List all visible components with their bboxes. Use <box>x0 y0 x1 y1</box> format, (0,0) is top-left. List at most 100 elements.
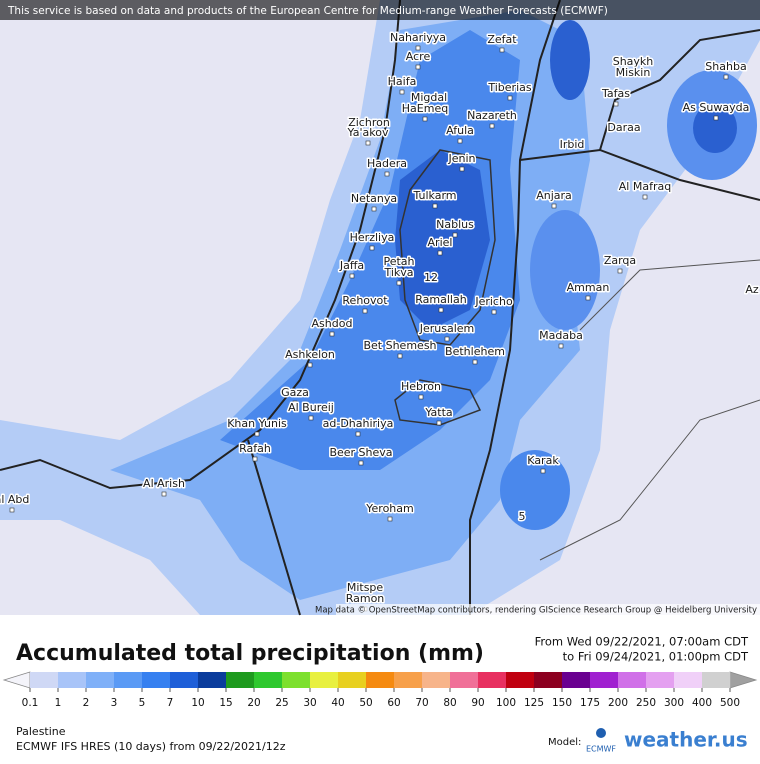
place-label: Gaza <box>281 386 309 399</box>
place-dot <box>558 343 564 349</box>
place-label: Ashkelon <box>285 348 335 361</box>
place-label: Zefat <box>487 33 517 46</box>
place-dot <box>551 203 557 209</box>
place-dot <box>630 69 636 75</box>
scale-label: 3 <box>111 697 118 709</box>
place-label: ad-Dhahiriya <box>323 417 394 430</box>
place-label: Al Arish <box>143 477 185 490</box>
period-from: From Wed 09/22/2021, 07:00am CDT <box>535 635 749 649</box>
scale-swatch <box>86 672 115 688</box>
place-label: al Abd <box>0 493 29 506</box>
scale-swatch <box>226 672 255 688</box>
scale-swatch <box>562 672 591 688</box>
place-dot <box>459 166 465 172</box>
place-label: Jenin <box>447 152 475 165</box>
scale-label: 1 <box>55 697 62 709</box>
place-dot <box>254 431 260 437</box>
border <box>247 439 301 616</box>
place-dot <box>355 431 361 437</box>
precip-blob <box>530 210 600 330</box>
place-label: Bethlehem <box>445 345 505 358</box>
scale-swatch <box>450 672 479 688</box>
place-label: Khan Yunis <box>227 417 287 430</box>
place-label: Jericho <box>474 295 513 308</box>
place-dot <box>507 95 513 101</box>
place-label: 5 <box>519 510 526 523</box>
scale-label: 15 <box>219 697 232 709</box>
place-label: Al Bureij <box>288 401 334 414</box>
place-dot <box>161 491 167 497</box>
border <box>399 149 496 346</box>
place-label: Ariel <box>428 236 453 249</box>
scale-label: 200 <box>608 697 628 709</box>
place-label: Yeroham <box>365 502 413 515</box>
place-label: Hebron <box>401 380 441 393</box>
model-logo: ECMWF <box>586 745 616 754</box>
place-label: As Suwayda <box>683 101 750 114</box>
place-dot <box>415 45 421 51</box>
place-dot <box>723 74 729 80</box>
place-dot <box>371 206 377 212</box>
place-label: Tafas <box>601 87 630 100</box>
place-dot <box>437 250 443 256</box>
scale-label: 250 <box>636 697 656 709</box>
place-dot <box>472 359 478 365</box>
place-label: Madaba <box>539 329 583 342</box>
place-dot <box>292 400 298 406</box>
place-label: Irbid <box>560 138 585 151</box>
place-dot <box>438 307 444 313</box>
scale-label: 400 <box>692 697 712 709</box>
legend-title: Accumulated total precipitation (mm) <box>16 641 484 666</box>
place-dot <box>252 456 258 462</box>
place-label: Tulkarm <box>412 189 456 202</box>
border <box>519 148 760 201</box>
scale-label: 25 <box>275 697 288 709</box>
notice: This service is based on data and produc… <box>7 5 608 17</box>
scale-swatch <box>30 672 59 688</box>
scale-label: 300 <box>664 697 684 709</box>
precip-blob <box>693 103 737 153</box>
place-label: Ya'akov <box>347 126 389 139</box>
scale-swatch <box>114 672 143 688</box>
scale-label: 30 <box>303 697 316 709</box>
notice-bar <box>0 0 760 20</box>
place-label: Az <box>745 283 759 296</box>
place-dot <box>329 331 335 337</box>
place-label: Jerusalem <box>419 322 475 335</box>
scale-swatch <box>366 672 395 688</box>
place-label: HaEmeq <box>402 102 448 115</box>
place-dot <box>585 295 591 301</box>
place-label: Miskin <box>616 66 651 79</box>
scale-label: 60 <box>387 697 400 709</box>
place-label: Zichron <box>348 116 390 129</box>
place-label: Nahariyya <box>390 31 446 44</box>
place-dot <box>308 415 314 421</box>
scale-swatch <box>618 672 647 688</box>
place-label: Jaffa <box>339 259 364 272</box>
model-label: Model: <box>548 737 581 748</box>
place-dot <box>384 171 390 177</box>
place-dot <box>9 507 15 513</box>
scale-swatch <box>590 672 619 688</box>
place-dot <box>349 273 355 279</box>
place-label: Karak <box>527 454 559 467</box>
place-dot <box>436 420 442 426</box>
scale-swatch <box>198 672 227 688</box>
scale-label: 50 <box>359 697 372 709</box>
place-label: Ashdod <box>312 317 353 330</box>
place-label: 12 <box>424 271 438 284</box>
scale-label: 20 <box>247 697 260 709</box>
place-label: Nablus <box>436 218 474 231</box>
color-scale: 0.1 1 2 3 5 7 10 15 20 25 30 40 50 60 70 80 90 100 125 150 1… <box>2 671 758 709</box>
scale-label: 90 <box>471 697 484 709</box>
place-label: Tiberias <box>487 81 532 94</box>
scale-swatch <box>702 672 731 688</box>
period-to: to Fri 09/24/2021, 01:00pm CDT <box>563 650 749 664</box>
scale-label: 125 <box>524 697 544 709</box>
place-dot <box>489 123 495 129</box>
place-dot <box>540 468 546 474</box>
place-label: Yatta <box>424 406 452 419</box>
brand: weather.us <box>624 728 748 752</box>
scale-label: 5 <box>139 697 146 709</box>
